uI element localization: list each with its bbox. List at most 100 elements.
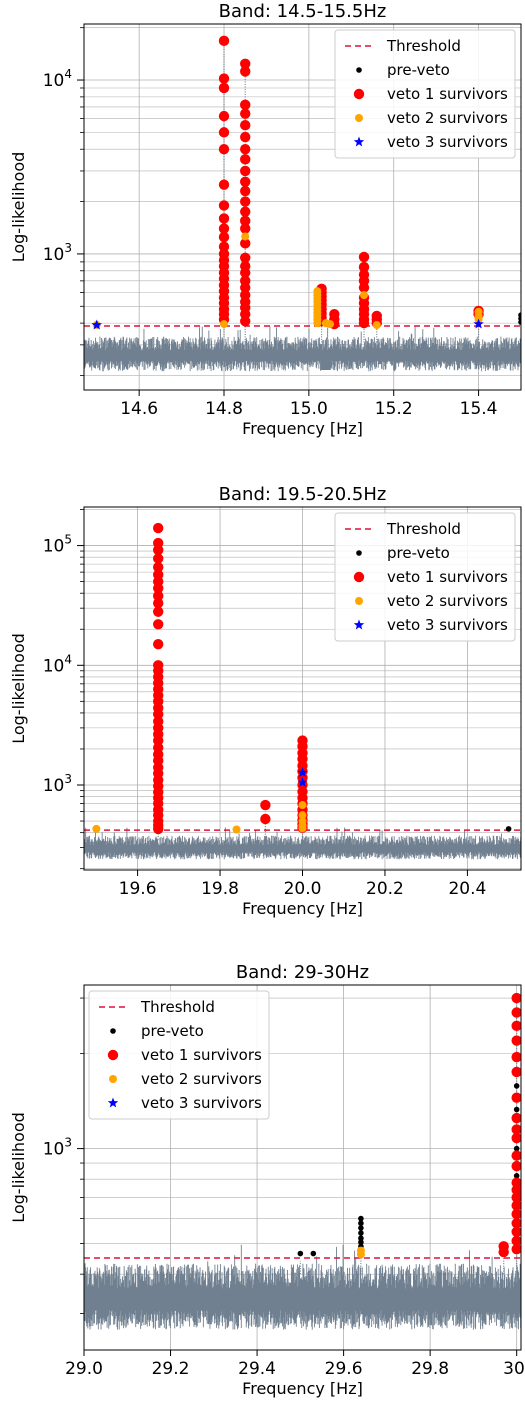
- noise-band: [84, 326, 521, 372]
- veto-1-point: [358, 251, 370, 263]
- chart-title: Band: 19.5-20.5Hz: [219, 484, 387, 505]
- series-veto-1-survivors: [498, 992, 521, 1258]
- legend-pre-veto-icon: [356, 550, 362, 556]
- veto-3-point: [297, 767, 308, 778]
- veto-1-point: [511, 1020, 521, 1032]
- veto-1-point: [153, 590, 164, 602]
- veto-1-point: [218, 200, 230, 211]
- veto-1-point: [240, 282, 251, 293]
- noise-band: [84, 1244, 521, 1330]
- veto-1-point: [240, 215, 251, 227]
- legend-label: pre-veto: [387, 61, 450, 79]
- x-tick-label: 29.6: [325, 1359, 363, 1379]
- x-tick-label: 30.: [503, 1359, 525, 1379]
- legend-label: pre-veto: [141, 1022, 204, 1040]
- veto-1-point: [240, 66, 251, 77]
- veto-3-point: [91, 319, 102, 330]
- x-tick-label: 15.2: [375, 399, 413, 419]
- pre-veto-point: [297, 1250, 304, 1257]
- data-layer: [84, 992, 521, 1330]
- veto-1-point: [218, 213, 230, 224]
- x-tick-label: 20.2: [366, 879, 404, 899]
- legend: Threshold pre-veto veto 1 survivors veto 2 …: [88, 990, 270, 1120]
- x-axis-label: Frequency [Hz]: [242, 419, 363, 438]
- veto-1-point: [240, 58, 251, 69]
- x-tick-label: 29.4: [238, 1359, 276, 1379]
- veto-2-point: [372, 321, 381, 330]
- legend-pre-veto-icon: [110, 1028, 116, 1034]
- veto-1-point: [153, 606, 164, 617]
- veto-1-point: [511, 1208, 521, 1220]
- veto-1-point: [153, 522, 164, 534]
- series-pre-veto: [518, 312, 521, 325]
- pre-veto-point: [358, 1239, 364, 1246]
- veto-1-point: [511, 1132, 521, 1144]
- legend-label: veto 1 survivors: [387, 85, 508, 103]
- veto-1-point: [240, 196, 251, 207]
- veto-1-point: [153, 639, 164, 650]
- veto-3-point: [297, 776, 308, 787]
- x-tick-label: 19.8: [201, 879, 239, 899]
- veto-1-point: [240, 185, 251, 197]
- series-veto-2-survivors: [356, 1246, 365, 1259]
- veto-1-point: [511, 1184, 521, 1196]
- series-veto-1-survivors: [153, 522, 308, 835]
- series-pre-veto: [297, 1083, 520, 1257]
- veto-1-point: [511, 1035, 521, 1046]
- veto-1-point: [240, 223, 251, 234]
- veto-1-point: [240, 144, 251, 155]
- noise-band: [84, 827, 521, 860]
- pre-veto-point: [358, 1235, 364, 1242]
- veto-1-point: [240, 238, 251, 249]
- veto-1-point: [218, 82, 230, 94]
- veto-1-point: [511, 992, 521, 1004]
- data-layer: [84, 522, 521, 860]
- veto-1-point: [218, 231, 230, 243]
- veto-1-point: [358, 317, 370, 329]
- veto-1-point: [511, 1124, 521, 1135]
- legend-label: veto 2 survivors: [141, 1070, 262, 1088]
- veto-1-point: [511, 1235, 521, 1247]
- veto-1-point: [358, 261, 370, 273]
- plot-frame: [83, 23, 522, 391]
- veto-2-point: [298, 801, 307, 810]
- veto-1-point: [511, 1243, 521, 1255]
- veto-1-point: [511, 1051, 521, 1063]
- veto-1-point: [218, 179, 230, 190]
- chart-panel-2: 19.6 19.8 20.0 20.2 20.4 103 104 105 Band: 19.5-…: [9, 484, 522, 918]
- veto-1-point: [240, 316, 251, 327]
- veto-1-point: [511, 1218, 521, 1229]
- pre-veto-point: [513, 1173, 520, 1179]
- y-axis-label: Log-likelihood: [9, 1112, 28, 1223]
- veto-1-point: [511, 1200, 521, 1211]
- pre-veto-point: [358, 1215, 364, 1222]
- veto-1-point: [218, 73, 230, 84]
- y-axis-label: Log-likelihood: [9, 152, 28, 263]
- y-tick-label: 103: [43, 772, 72, 796]
- pre-veto-point: [358, 1225, 364, 1231]
- veto-2-point: [313, 319, 322, 328]
- legend-veto-2-icon: [355, 114, 363, 122]
- veto-1-point: [240, 108, 251, 119]
- pre-veto-point: [358, 1230, 364, 1236]
- legend-veto-3-icon: [353, 136, 365, 147]
- veto-1-point: [153, 823, 164, 835]
- pre-veto-point: [513, 1106, 520, 1113]
- legend-veto-3-icon: [353, 619, 365, 630]
- veto-1-point: [511, 1192, 521, 1203]
- x-tick-label: 29.2: [152, 1359, 190, 1379]
- veto-1-point: [218, 110, 230, 122]
- veto-1-point: [511, 1150, 521, 1161]
- chart-panel-1: 14.6 14.8 15.0 15.2 15.4 103 104 Band: 14.5-15.…: [9, 1, 522, 438]
- legend-box: [88, 990, 270, 1120]
- x-tick-label: 20.4: [448, 879, 486, 899]
- legend-label: pre-veto: [387, 544, 450, 562]
- veto-2-point: [220, 320, 229, 329]
- veto-1-point: [240, 252, 251, 263]
- veto-1-point: [153, 709, 164, 720]
- legend-veto-3-icon: [107, 1097, 119, 1108]
- veto-1-point: [240, 267, 251, 278]
- veto-1-point: [511, 1007, 521, 1018]
- veto-1-point: [240, 206, 251, 217]
